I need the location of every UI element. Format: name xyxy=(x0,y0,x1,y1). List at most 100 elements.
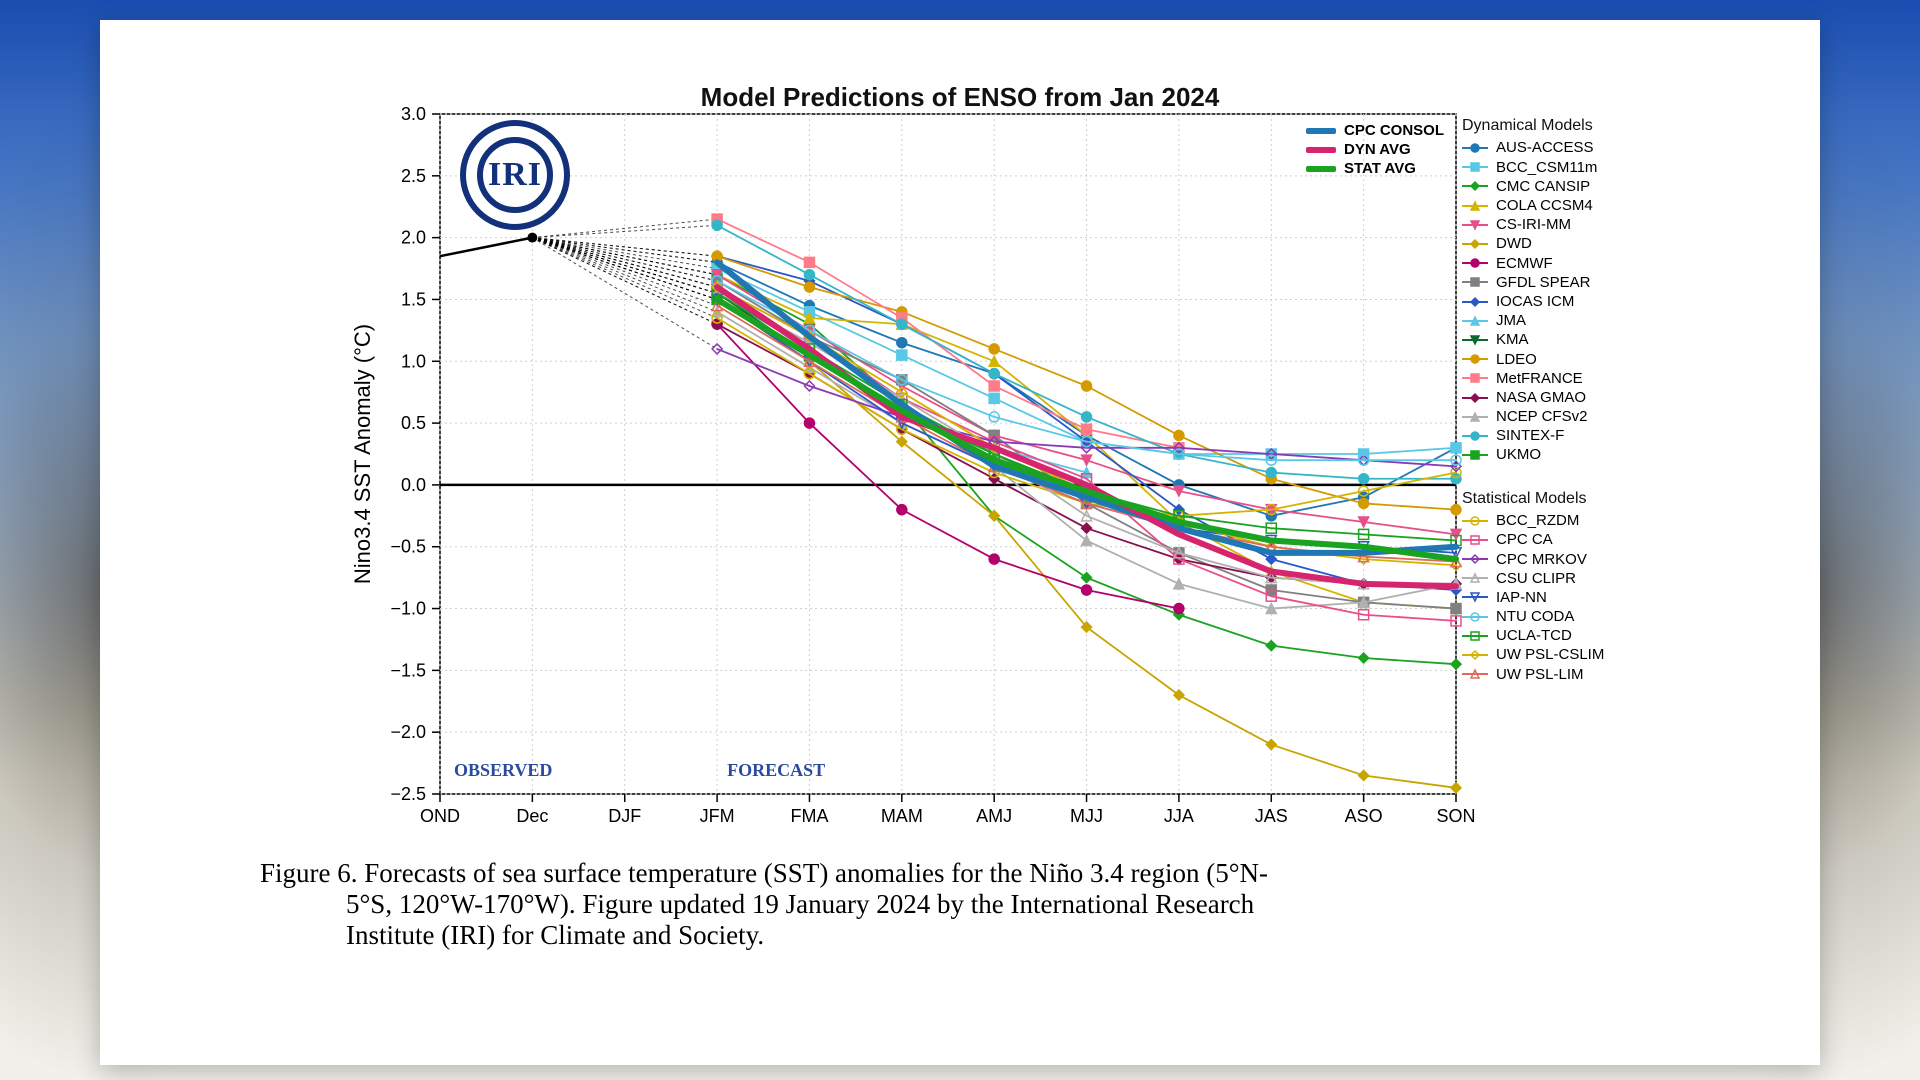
legend-marker xyxy=(1462,610,1488,624)
svg-text:−1.0: −1.0 xyxy=(390,599,426,619)
legend-swatch xyxy=(1306,147,1336,153)
legend-model-label: GFDL SPEAR xyxy=(1496,273,1590,292)
legend-marker xyxy=(1462,295,1488,309)
legend-model-label: UW PSL-CSLIM xyxy=(1496,645,1604,664)
legend-model-row: ECMWF xyxy=(1462,254,1710,273)
legend-model-row: CS-IRI-MM xyxy=(1462,215,1710,234)
svg-text:−2.0: −2.0 xyxy=(390,722,426,742)
legend-model-row: COLA CCSM4 xyxy=(1462,196,1710,215)
svg-text:OND: OND xyxy=(420,806,460,826)
iri-logo: IRI xyxy=(460,120,570,230)
legend-model-row: KMA xyxy=(1462,330,1710,349)
legend-model-label: AUS-ACCESS xyxy=(1496,138,1594,157)
svg-text:MAM: MAM xyxy=(881,806,923,826)
legend-header: Dynamical Models xyxy=(1462,116,1710,136)
legend-marker xyxy=(1462,179,1488,193)
legend-model-row: LDEO xyxy=(1462,350,1710,369)
legend-marker xyxy=(1462,571,1488,585)
legend-marker xyxy=(1462,333,1488,347)
svg-text:FMA: FMA xyxy=(790,806,828,826)
legend-model-label: NASA GMAO xyxy=(1496,388,1586,407)
svg-text:−1.5: −1.5 xyxy=(390,660,426,680)
svg-text:1.5: 1.5 xyxy=(401,289,426,309)
svg-text:ASO: ASO xyxy=(1345,806,1383,826)
legend-marker xyxy=(1462,141,1488,155)
legend-swatch xyxy=(1306,128,1336,134)
svg-text:SON: SON xyxy=(1436,806,1475,826)
legend-model-row: IAP-NN xyxy=(1462,588,1710,607)
legend-model-label: IAP-NN xyxy=(1496,588,1547,607)
legend-model-label: UKMO xyxy=(1496,445,1541,464)
legend-model-label: BCC_RZDM xyxy=(1496,511,1579,530)
legend-model-label: UW PSL-LIM xyxy=(1496,665,1584,684)
svg-text:2.0: 2.0 xyxy=(401,228,426,248)
legend-model-row: UKMO xyxy=(1462,445,1710,464)
legend-model-row: AUS-ACCESS xyxy=(1462,138,1710,157)
legend-marker xyxy=(1462,237,1488,251)
legend-model-label: CSU CLIPR xyxy=(1496,569,1576,588)
legend-model-label: IOCAS ICM xyxy=(1496,292,1574,311)
legend-model-row: NASA GMAO xyxy=(1462,388,1710,407)
svg-text:JFM: JFM xyxy=(700,806,735,826)
legend-model-row: CPC CA xyxy=(1462,530,1710,549)
legend-model-row: CPC MRKOV xyxy=(1462,550,1710,569)
svg-text:AMJ: AMJ xyxy=(976,806,1012,826)
legend-model-row: UW PSL-CSLIM xyxy=(1462,645,1710,664)
legend-marker xyxy=(1462,448,1488,462)
caption-line-3: Institute (IRI) for Climate and Society. xyxy=(260,920,1680,951)
legend-model-row: IOCAS ICM xyxy=(1462,292,1710,311)
legend-model-label: LDEO xyxy=(1496,350,1537,369)
svg-text:JAS: JAS xyxy=(1255,806,1288,826)
legend-marker xyxy=(1462,371,1488,385)
chart-title: Model Predictions of ENSO from Jan 2024 xyxy=(140,82,1780,113)
legend-model-label: CS-IRI-MM xyxy=(1496,215,1571,234)
legend-model-label: JMA xyxy=(1496,311,1526,330)
iri-logo-text: IRI xyxy=(477,137,553,213)
legend-marker xyxy=(1462,410,1488,424)
legend-model-label: DWD xyxy=(1496,234,1532,253)
legend-model-row: NTU CODA xyxy=(1462,607,1710,626)
legend-swatch xyxy=(1306,166,1336,172)
legend-main-row: DYN AVG xyxy=(1306,141,1444,158)
legend-model-label: COLA CCSM4 xyxy=(1496,196,1593,215)
legend-model-row: DWD xyxy=(1462,234,1710,253)
legend-label: STAT AVG xyxy=(1344,160,1416,177)
legend-model-label: BCC_CSM11m xyxy=(1496,158,1597,177)
legend-label: DYN AVG xyxy=(1344,141,1411,158)
legend-marker xyxy=(1462,667,1488,681)
legend-header: Statistical Models xyxy=(1462,489,1710,509)
svg-text:2.5: 2.5 xyxy=(401,166,426,186)
legend-marker xyxy=(1462,199,1488,213)
legend-model-label: NTU CODA xyxy=(1496,607,1574,626)
legend-marker xyxy=(1462,218,1488,232)
legend-marker xyxy=(1462,590,1488,604)
legend-model-label: CMC CANSIP xyxy=(1496,177,1590,196)
legend-model-row: CSU CLIPR xyxy=(1462,569,1710,588)
svg-text:0.0: 0.0 xyxy=(401,475,426,495)
legend-model-row: NCEP CFSv2 xyxy=(1462,407,1710,426)
svg-text:FORECAST: FORECAST xyxy=(727,760,825,780)
legend-model-row: GFDL SPEAR xyxy=(1462,273,1710,292)
legend-marker xyxy=(1462,391,1488,405)
legend-marker xyxy=(1462,533,1488,547)
chart-area: −2.5−2.0−1.5−1.0−0.50.00.51.01.52.02.53.… xyxy=(140,60,1780,830)
legend-model-row: SINTEX-F xyxy=(1462,426,1710,445)
legend-main: CPC CONSOLDYN AVGSTAT AVG xyxy=(1306,122,1444,179)
legend-model-row: JMA xyxy=(1462,311,1710,330)
svg-text:Nino3.4 SST Anomaly (°C): Nino3.4 SST Anomaly (°C) xyxy=(350,324,375,584)
svg-text:OBSERVED: OBSERVED xyxy=(454,760,552,780)
legend-marker xyxy=(1462,629,1488,643)
legend-model-label: UCLA-TCD xyxy=(1496,626,1572,645)
legend-marker xyxy=(1462,314,1488,328)
legend-main-row: STAT AVG xyxy=(1306,160,1444,177)
legend-model-row: BCC_CSM11m xyxy=(1462,158,1710,177)
legend-marker xyxy=(1462,429,1488,443)
figure-caption: Figure 6. Forecasts of sea surface tempe… xyxy=(260,858,1680,951)
legend-model-row: UW PSL-LIM xyxy=(1462,665,1710,684)
legend-model-row: UCLA-TCD xyxy=(1462,626,1710,645)
legend-model-label: MetFRANCE xyxy=(1496,369,1583,388)
svg-text:DJF: DJF xyxy=(608,806,641,826)
svg-text:Dec: Dec xyxy=(516,806,548,826)
legend-marker xyxy=(1462,160,1488,174)
svg-text:0.5: 0.5 xyxy=(401,413,426,433)
